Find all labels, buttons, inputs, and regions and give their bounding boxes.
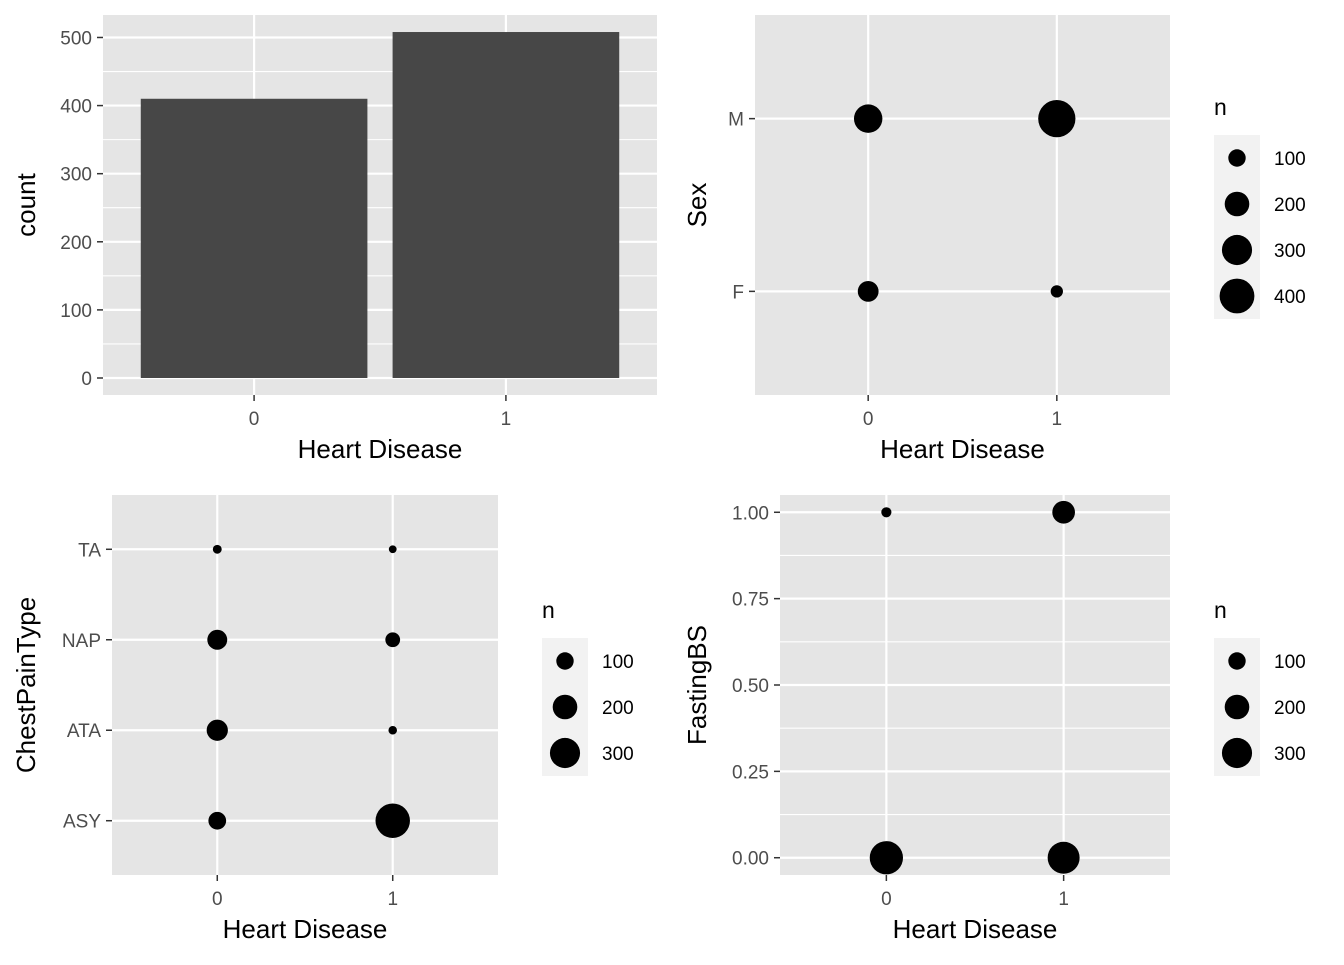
legend-title: n — [542, 597, 555, 623]
point — [1047, 841, 1080, 874]
bar — [140, 98, 368, 379]
x-tick-label: 0 — [863, 409, 874, 430]
legend-key-circle — [1224, 694, 1250, 720]
y-tick-label: 0.00 — [732, 849, 769, 870]
y-tick-label: 0 — [81, 369, 92, 390]
legend-key-circle — [556, 652, 574, 670]
panel-background — [755, 15, 1170, 395]
y-axis-title: ChestPainType — [11, 597, 41, 773]
legend-label: 400 — [1274, 287, 1306, 308]
point — [208, 811, 227, 830]
legend-key-circle — [549, 737, 581, 769]
legend-label: 100 — [1274, 149, 1306, 170]
size-legend: n 100 200 300 — [542, 597, 634, 776]
y-tick-label: M — [728, 110, 744, 131]
x-tick-label: 0 — [881, 889, 892, 910]
y-tick-label: 200 — [60, 233, 92, 254]
point — [206, 719, 228, 741]
x-tick-label: 1 — [387, 889, 398, 910]
point — [385, 632, 401, 648]
y-tick-label: F — [732, 282, 744, 303]
x-tick-label: 1 — [1058, 889, 1069, 910]
y-tick-label: ASY — [63, 812, 101, 833]
panel-1 — [103, 2, 657, 395]
panel-3 — [112, 495, 498, 875]
bar — [392, 32, 620, 378]
x-tick-label: 0 — [212, 889, 223, 910]
legend-label: 300 — [602, 744, 634, 765]
point — [1052, 500, 1075, 524]
legend-title: n — [1214, 94, 1227, 120]
x-axis-title: Heart Disease — [223, 914, 388, 944]
legend-label: 300 — [1274, 744, 1306, 765]
y-tick-label: 100 — [60, 301, 92, 322]
point — [375, 803, 410, 838]
legend-label: 100 — [1274, 652, 1306, 673]
point — [869, 841, 904, 875]
legend-key-circle — [552, 694, 578, 720]
panel-2 — [755, 15, 1170, 395]
y-tick-label: 0.25 — [732, 762, 769, 783]
legend-label: 300 — [1274, 241, 1306, 262]
point — [1050, 285, 1063, 298]
legend-key-circle — [1224, 191, 1250, 217]
y-tick-label: 400 — [60, 97, 92, 118]
legend-key-circle — [1221, 737, 1253, 769]
panel-background — [112, 495, 498, 875]
x-axis-title: Heart Disease — [893, 914, 1058, 944]
y-tick-label: 0.75 — [732, 590, 769, 611]
point — [388, 545, 397, 554]
legend-key-circle — [1219, 278, 1255, 314]
size-legend: n 100 200 300 — [1214, 597, 1306, 776]
legend-key-circle — [1228, 149, 1246, 167]
legend-label: 200 — [602, 698, 634, 719]
x-tick-label: 1 — [501, 409, 512, 430]
x-tick-label: 0 — [249, 409, 260, 430]
y-tick-label: 1.00 — [732, 503, 769, 524]
legend-key-circle — [1228, 652, 1246, 670]
point — [881, 507, 892, 518]
y-tick-label: ATA — [67, 721, 101, 742]
panel-4 — [780, 495, 1170, 875]
legend-label: 100 — [602, 652, 634, 673]
x-axis-title: Heart Disease — [880, 434, 1045, 464]
y-tick-label: 0.50 — [732, 676, 769, 697]
y-tick-label: 500 — [60, 28, 92, 49]
size-legend: n 100 200 300 400 — [1214, 94, 1306, 319]
x-axis-title: Heart Disease — [298, 434, 463, 464]
y-tick-label: NAP — [62, 631, 101, 652]
x-tick-label: 1 — [1052, 409, 1063, 430]
point — [853, 104, 883, 133]
legend-label: 200 — [1274, 195, 1306, 216]
point — [857, 280, 879, 302]
point — [212, 544, 222, 554]
legend-title: n — [1214, 597, 1227, 623]
point — [1038, 100, 1076, 138]
y-axis-title: FastingBS — [682, 625, 712, 745]
y-axis-title: Sex — [682, 183, 712, 228]
y-tick-label: TA — [78, 540, 101, 561]
legend-label: 200 — [1274, 698, 1306, 719]
point — [207, 629, 228, 650]
y-tick-label: 300 — [60, 165, 92, 186]
point — [388, 725, 397, 735]
legend-key-circle — [1221, 234, 1253, 266]
y-axis-title: count — [11, 172, 41, 236]
